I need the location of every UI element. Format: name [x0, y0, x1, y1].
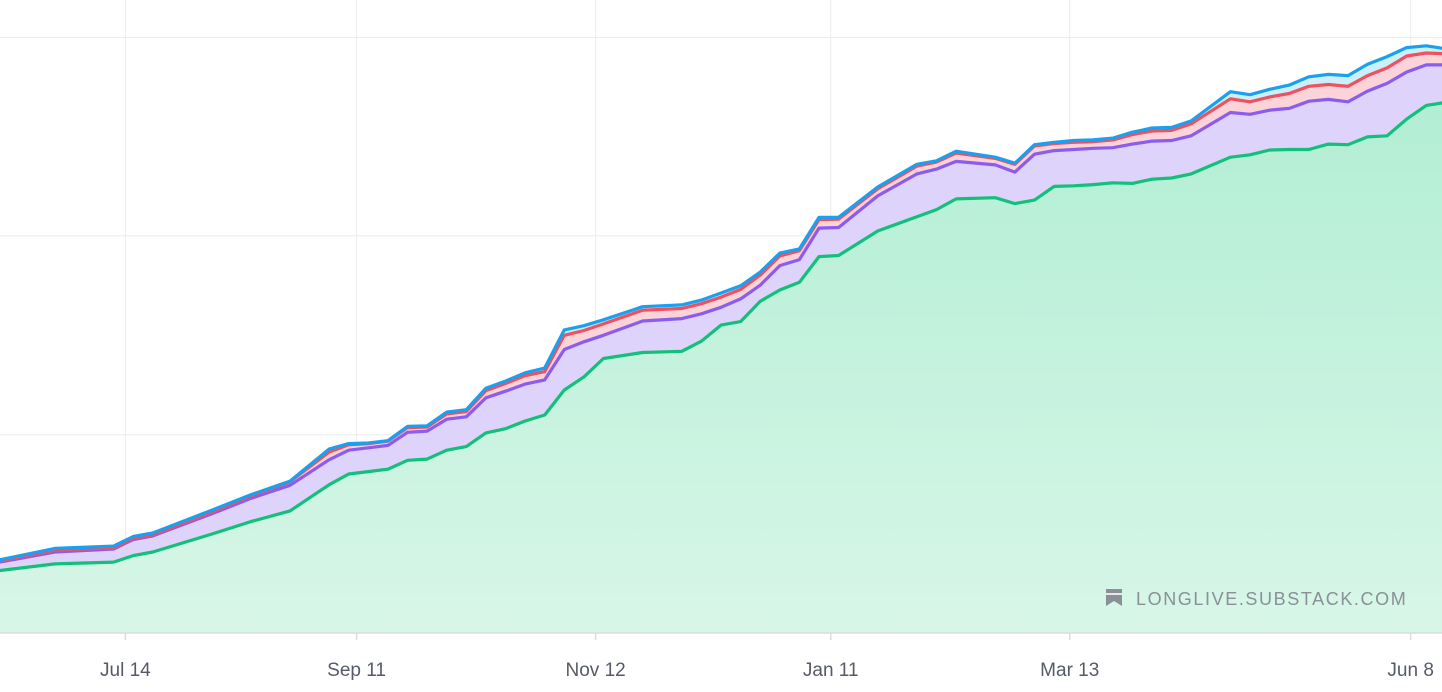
bookmark-icon [1106, 589, 1122, 606]
series-line-1 [0, 44, 1442, 562]
x-tick-label-2: Sep 11 [327, 660, 386, 681]
area-bands [0, 45, 1442, 633]
area-band-3 [0, 64, 1442, 571]
series-line-3 [0, 63, 1442, 564]
area-band-4 [0, 103, 1442, 633]
x-axis-ticks: Jul 14 Sep 11 Nov 12 Jan 11 Mar 13 Jun 8 [100, 633, 1434, 681]
x-tick-label-3: Nov 12 [566, 660, 626, 681]
x-tick-label-1: Jul 14 [100, 660, 151, 681]
watermark: LONGLIVE.SUBSTACK.COM [1106, 589, 1407, 609]
x-tick-label-5: Mar 13 [1040, 660, 1099, 681]
x-tick-label-4: Jan 11 [803, 660, 859, 681]
x-tick-label-6: Jun 8 [1387, 660, 1433, 681]
series-line-4 [0, 101, 1442, 573]
series-lines [0, 44, 1442, 573]
watermark-text: LONGLIVE.SUBSTACK.COM [1136, 589, 1407, 609]
